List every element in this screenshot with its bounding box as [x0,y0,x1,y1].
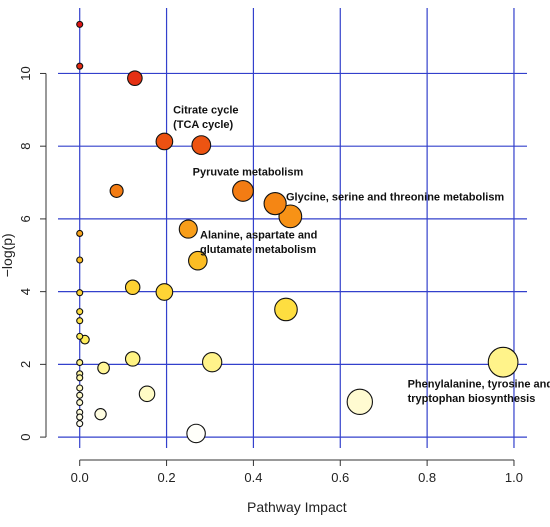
x-axis-title: Pathway Impact [247,499,347,515]
pathway-annotation: Citrate cycle [173,104,238,116]
pathway-point [94,408,107,421]
pathway-point [124,279,141,296]
pathway-point [76,420,84,428]
pathway-point [346,388,373,416]
pathway-point [109,183,124,198]
pathway-point [76,374,84,382]
x-tick-label: 1.0 [505,470,523,485]
pathway-point [76,332,84,340]
pathway-point [263,192,287,216]
y-tick-label: 2 [18,361,33,368]
pathway-annotation: Pyruvate metabolism [193,166,304,178]
pathway-point [76,229,84,238]
pathway-point [76,20,84,28]
pathway-point [76,256,84,264]
y-tick-label: 8 [18,143,33,150]
pathway-annotation: tryptophan biosynthesis [408,393,536,405]
pathway-point [138,385,156,403]
y-axis-title: −log(p) [0,233,15,277]
pathway-point [191,135,212,155]
pathway-point [487,346,519,378]
pathway-point [232,180,254,202]
x-tick-label: 0.6 [331,470,349,485]
pathway-point [76,391,84,399]
x-tick-label: 0.0 [71,470,89,485]
pathway-point [188,250,208,271]
pathway-point [97,361,110,375]
x-tick-label: 0.2 [158,470,176,485]
x-tick-label: 0.4 [244,470,262,485]
pathway-point [124,351,141,367]
pathway-point [76,358,84,367]
x-tick-label: 0.8 [418,470,436,485]
pathway-annotation: glutamate metabolism [200,244,316,256]
pathway-point [178,219,198,239]
pathway-point [155,132,174,151]
y-tick-label: 10 [18,66,33,80]
pathway-point [76,62,84,70]
pathway-point [127,70,143,87]
pathway-point [76,384,84,392]
pathway-point [155,283,174,301]
pathway-point [76,308,84,316]
pathway-point [76,289,84,297]
pathway-point [76,413,84,421]
pathway-point [186,423,206,444]
pathway-point [274,297,298,322]
pathway-annotation: (TCA cycle) [173,119,233,131]
pathway-point [278,204,303,229]
pathway-point [76,317,84,325]
pathway-point [76,398,84,407]
pathway-annotation: Phenylalanine, tyrosine and [408,378,550,390]
pathway-point [201,352,223,373]
y-tick-label: 4 [18,288,33,295]
pathway-annotation: Alanine, aspartate and [200,230,317,242]
y-tick-label: 6 [18,215,33,222]
pathway-annotation: Glycine, serine and threonine metabolism [286,192,504,204]
y-tick-label: 0 [18,433,33,440]
